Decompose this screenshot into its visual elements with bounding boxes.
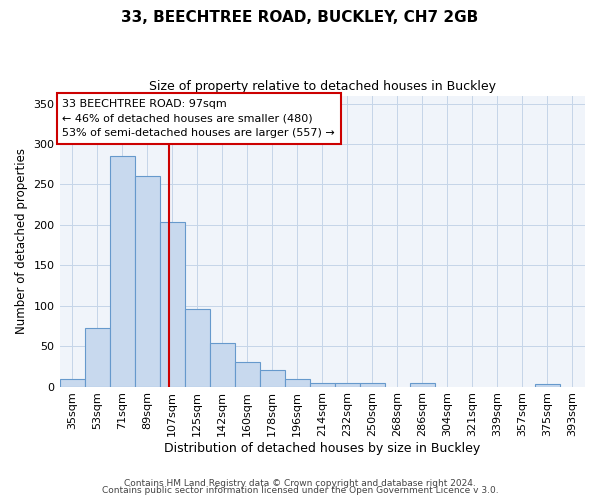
Y-axis label: Number of detached properties: Number of detached properties [15, 148, 28, 334]
X-axis label: Distribution of detached houses by size in Buckley: Distribution of detached houses by size … [164, 442, 481, 455]
Bar [59, 380, 85, 386]
Text: 33 BEECHTREE ROAD: 97sqm
← 46% of detached houses are smaller (480)
53% of semi-: 33 BEECHTREE ROAD: 97sqm ← 46% of detach… [62, 99, 335, 138]
Bar [235, 362, 260, 386]
Bar [134, 176, 160, 386]
Bar [260, 370, 285, 386]
Bar [410, 384, 435, 386]
Bar [110, 156, 134, 386]
Title: Size of property relative to detached houses in Buckley: Size of property relative to detached ho… [149, 80, 496, 93]
Bar [185, 309, 209, 386]
Bar [285, 380, 310, 386]
Bar [360, 384, 385, 386]
Bar [535, 384, 560, 386]
Text: Contains HM Land Registry data © Crown copyright and database right 2024.: Contains HM Land Registry data © Crown c… [124, 478, 476, 488]
Bar [209, 343, 235, 386]
Text: Contains public sector information licensed under the Open Government Licence v : Contains public sector information licen… [101, 486, 499, 495]
Bar [85, 328, 110, 386]
Bar [310, 382, 335, 386]
Bar [335, 382, 360, 386]
Bar [160, 222, 185, 386]
Text: 33, BEECHTREE ROAD, BUCKLEY, CH7 2GB: 33, BEECHTREE ROAD, BUCKLEY, CH7 2GB [121, 10, 479, 25]
